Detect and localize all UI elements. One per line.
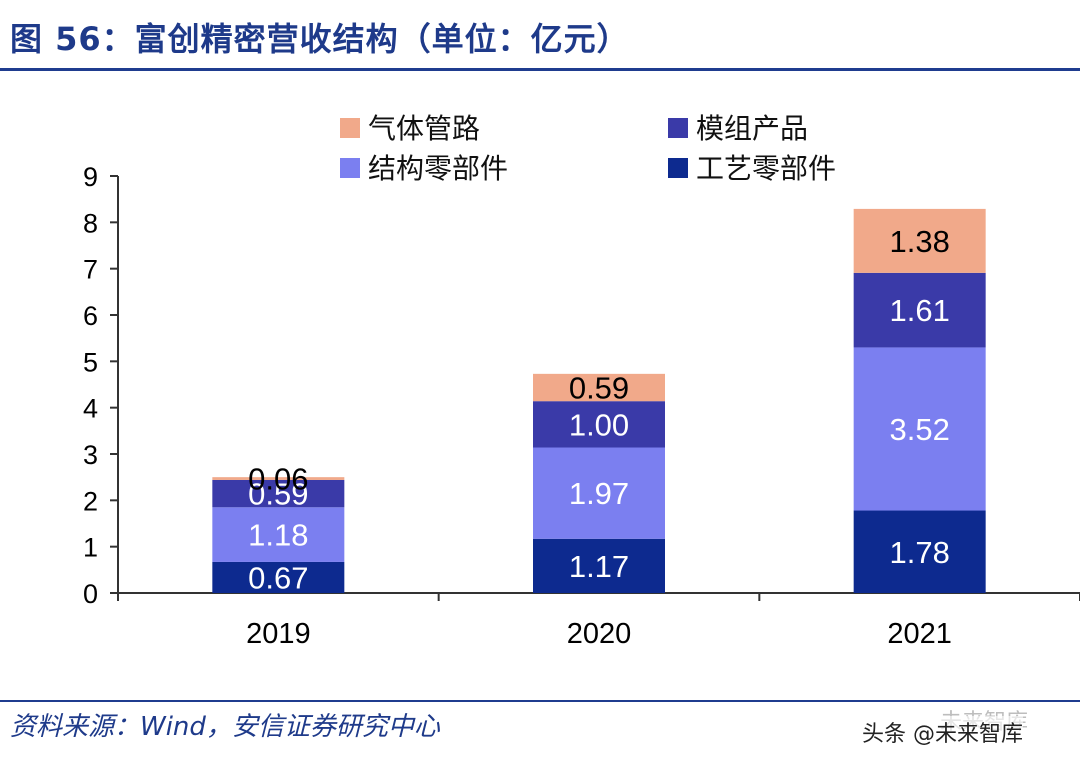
data-label: 0.59	[248, 477, 308, 512]
data-label: 1.78	[889, 535, 949, 570]
y-tick-label: 2	[83, 486, 98, 516]
data-label: 1.61	[889, 293, 949, 328]
bar-segment	[853, 208, 986, 273]
bar-segment	[212, 561, 345, 593]
y-tick-label: 7	[83, 255, 98, 285]
chart-title: 图 56：富创精密营收结构（单位：亿元）	[10, 20, 630, 58]
bar-segment	[212, 479, 345, 508]
bar-segment	[853, 272, 986, 348]
legend-label: 模组产品	[696, 112, 808, 145]
bar-segment	[533, 447, 665, 539]
data-label: 1.17	[569, 549, 629, 584]
data-label: 0.59	[569, 371, 629, 406]
title-divider	[0, 68, 1080, 71]
data-label: 1.00	[569, 407, 629, 442]
y-tick-label: 5	[83, 347, 98, 377]
bar-segment	[853, 347, 986, 511]
legend-label: 气体管路	[368, 112, 480, 145]
x-tick-label: 2019	[246, 618, 311, 650]
data-label: 1.38	[889, 224, 949, 259]
data-label: 0.06	[248, 462, 308, 497]
stacked-bar-chart: 01234567890.671.180.590.0620191.171.971.…	[83, 112, 1080, 650]
legend-swatch	[340, 118, 360, 138]
source-note: 资料来源：Wind，安信证券研究中心	[10, 712, 440, 742]
legend-swatch	[340, 158, 360, 178]
legend-swatch	[668, 158, 688, 178]
data-label: 1.18	[248, 518, 308, 553]
x-tick-label: 2020	[567, 618, 632, 650]
legend-swatch	[668, 118, 688, 138]
legend-label: 结构零部件	[368, 152, 508, 185]
y-tick-label: 4	[83, 394, 98, 424]
y-tick-label: 3	[83, 440, 98, 470]
y-tick-label: 9	[83, 162, 98, 192]
bar-segment	[533, 401, 665, 448]
legend-label: 工艺零部件	[696, 152, 836, 185]
bar-segment	[533, 538, 665, 593]
footer-divider	[0, 700, 1080, 702]
bar-segment	[853, 510, 986, 593]
data-label: 3.52	[889, 412, 949, 447]
data-label: 1.97	[569, 476, 629, 511]
watermark: 头条 @未来智库	[862, 716, 1023, 748]
y-tick-label: 1	[83, 533, 98, 563]
y-tick-label: 6	[83, 301, 98, 331]
y-tick-label: 8	[83, 208, 98, 238]
bar-segment	[212, 477, 345, 480]
y-tick-label: 0	[83, 579, 98, 609]
x-tick-label: 2021	[887, 618, 952, 650]
bar-segment	[212, 507, 345, 562]
bar-segment	[533, 373, 665, 402]
data-label: 0.67	[248, 560, 308, 595]
